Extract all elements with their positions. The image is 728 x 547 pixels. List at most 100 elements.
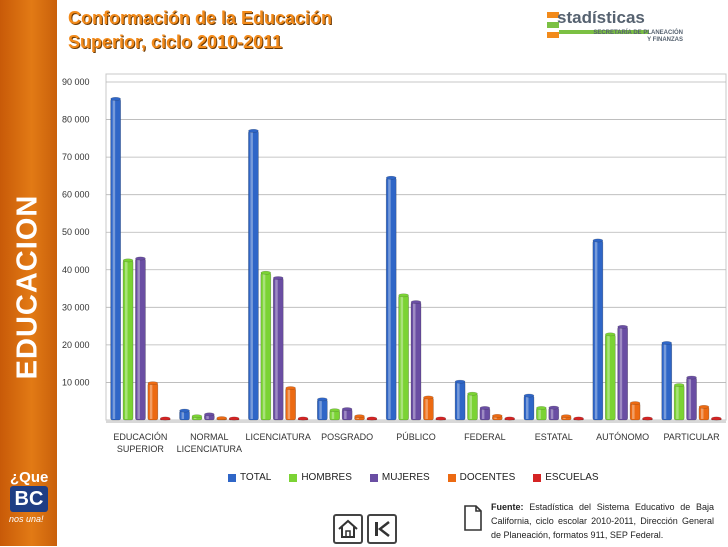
bar-body <box>604 334 616 421</box>
bar <box>410 300 422 421</box>
bar <box>573 416 584 421</box>
bar <box>617 325 628 421</box>
legend-item: TOTAL <box>228 472 271 483</box>
bar <box>435 416 447 421</box>
bar-body <box>698 406 710 421</box>
source-label: Fuente: <box>491 502 524 512</box>
first-slide-button[interactable] <box>367 514 397 544</box>
home-icon <box>338 519 358 538</box>
bar-cap <box>297 416 309 421</box>
bar <box>673 383 685 421</box>
bar-cap <box>191 414 203 419</box>
bar <box>504 416 515 421</box>
x-tick-label: PÚBLICO <box>396 432 436 442</box>
bar-highlight <box>344 410 347 419</box>
bar-highlight <box>149 384 153 419</box>
bar-highlight <box>538 408 541 419</box>
legend-swatch <box>369 473 378 482</box>
x-tick-label: SUPERIOR <box>117 444 165 454</box>
y-tick-label: 90 000 <box>62 77 90 87</box>
bar-body <box>147 382 159 421</box>
brand-sub-line2: Y FINANZAS <box>647 37 683 43</box>
chart-legend: TOTAL HOMBRES MUJERES DOCENTES ESCUELAS <box>228 472 599 483</box>
legend-item: ESCUELAS <box>533 472 599 483</box>
bar-body <box>398 295 409 421</box>
bar-highlight <box>594 241 598 419</box>
x-tick-label: LICENCIATURA <box>177 444 242 454</box>
page-title: Conformación de la Educación Superior, c… <box>68 6 332 54</box>
bar-highlight <box>125 261 128 419</box>
bar <box>523 393 535 421</box>
legend-swatch <box>289 473 298 482</box>
bar-body <box>385 177 397 421</box>
bar-highlight <box>700 407 704 419</box>
bar-highlight <box>356 417 360 419</box>
baseline <box>106 420 726 423</box>
home-button[interactable] <box>333 514 363 544</box>
legend-label: MUJERES <box>381 472 430 483</box>
bar <box>661 341 673 421</box>
bar-body <box>617 326 628 421</box>
bar-cap <box>179 408 190 413</box>
bar-body <box>272 277 284 421</box>
bar <box>354 414 365 421</box>
bar-cap <box>661 341 673 345</box>
bar-highlight <box>663 344 667 419</box>
bar <box>398 293 409 421</box>
que-bc-logo: ¿Que BC nos una! <box>6 470 54 542</box>
bar-cap <box>560 414 572 419</box>
bar-body <box>285 387 296 421</box>
bar-cap <box>135 256 146 261</box>
bar-cap <box>423 395 434 400</box>
bar <box>491 414 503 421</box>
bar <box>711 416 722 421</box>
bar-highlight <box>632 404 635 419</box>
logo-bar-orange-2 <box>547 32 559 38</box>
y-tick-label: 60 000 <box>62 190 90 200</box>
bar-highlight <box>481 408 485 419</box>
bar <box>228 416 240 421</box>
legend-label: DOCENTES <box>459 472 516 483</box>
bar <box>204 412 215 421</box>
x-axis: EDUCACIÓN SUPERIOR NORMAL LICENCIATURA LICEN… <box>113 432 720 454</box>
bar-highlight <box>563 417 566 419</box>
bar-cap <box>605 332 616 337</box>
bar-body <box>548 407 560 421</box>
bar-highlight <box>331 411 335 419</box>
x-tick-label: PARTICULAR <box>663 432 720 442</box>
y-axis: 90 000 80 000 70 000 60 000 50 000 40 000 30 0… <box>62 77 90 387</box>
logo-bar-orange <box>547 12 559 18</box>
bar-highlight <box>319 400 322 419</box>
bar-cap <box>479 406 491 410</box>
bar-cap <box>504 416 515 421</box>
bar-cap <box>673 383 685 387</box>
bar-cap <box>523 393 535 398</box>
bar-cap <box>204 412 215 417</box>
document-icon <box>464 505 482 531</box>
bar-body <box>110 98 121 421</box>
y-tick-label: 30 000 <box>62 302 90 312</box>
x-tick-label: AUTÓNOMO <box>596 432 649 442</box>
skip-back-icon <box>375 521 390 537</box>
bar-cap <box>454 379 466 384</box>
x-tick-label: ESTATAL <box>535 432 573 442</box>
bar-body <box>661 342 673 421</box>
bar-cap <box>548 405 560 410</box>
bar <box>536 406 547 421</box>
brand-subtitle: SECRETARÍA DE PLANEACIÓN Y FINANZAS <box>593 30 683 44</box>
bar <box>479 406 491 421</box>
bar <box>159 416 171 421</box>
bar-cap <box>341 407 353 411</box>
bar <box>629 401 641 421</box>
bar <box>341 407 353 421</box>
bar <box>385 175 397 421</box>
bar-cap <box>592 238 604 243</box>
bar-body <box>248 130 259 421</box>
y-tick-label: 80 000 <box>62 115 90 125</box>
legend-label: HOMBRES <box>301 472 352 483</box>
legend-item: MUJERES <box>369 472 430 483</box>
y-tick-label: 50 000 <box>62 227 90 237</box>
x-tick-label: LICENCIATURA <box>246 432 311 442</box>
bar-chart: 90 000 80 000 70 000 60 000 50 000 40 000 30 0… <box>62 73 727 454</box>
bar <box>686 375 697 421</box>
